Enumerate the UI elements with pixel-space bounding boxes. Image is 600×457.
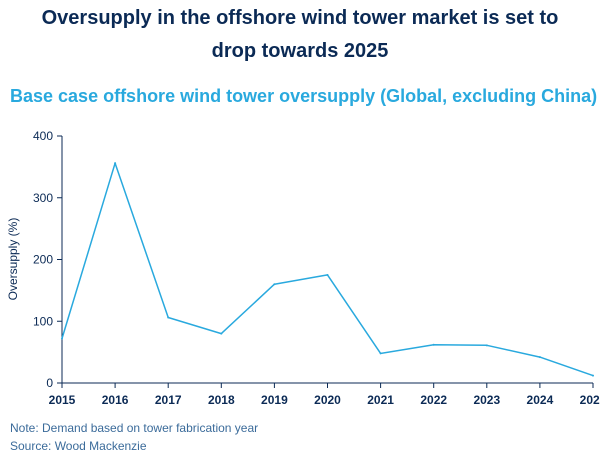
x-tick-label: 2015 <box>49 393 76 407</box>
series-line <box>61 162 594 377</box>
data-point <box>592 374 594 377</box>
source-text: Source: Wood Mackenzie <box>10 439 147 453</box>
x-tick-label: 2020 <box>314 393 341 407</box>
note-text: Note: Demand based on tower fabrication … <box>10 421 259 435</box>
data-point <box>432 343 435 346</box>
x-tick-label: 2024 <box>527 393 554 407</box>
series-group <box>61 162 594 377</box>
data-point <box>61 337 63 340</box>
tick-labels: 0 100 200 300 400 2015 2016 2017 2018 2019 2020 202… <box>33 129 600 407</box>
y-tick-label: 0 <box>46 376 53 390</box>
y-tick-label: 100 <box>33 314 53 328</box>
x-tick-label: 2017 <box>155 393 182 407</box>
data-point <box>220 332 223 335</box>
x-tick-label: 2023 <box>473 393 500 407</box>
chart-title: Oversupply in the offshore wind tower ma… <box>41 7 559 29</box>
chart-subtitle: Base case offshore wind tower oversupply… <box>10 86 598 106</box>
data-point <box>379 352 382 355</box>
x-tick-label: 2018 <box>208 393 235 407</box>
axes <box>57 135 594 388</box>
x-tick-label: 2016 <box>102 393 129 407</box>
y-tick-label: 400 <box>33 129 53 143</box>
y-axis-label: Oversupply (%) <box>6 218 20 301</box>
y-tick-label: 300 <box>33 191 53 205</box>
chart-title-line2: drop towards 2025 <box>211 40 389 62</box>
data-point <box>114 162 117 165</box>
data-point <box>326 273 329 276</box>
data-point <box>273 283 276 286</box>
y-tick-label: 200 <box>33 253 53 267</box>
data-point <box>485 344 488 347</box>
x-tick-label: 2021 <box>367 393 394 407</box>
x-tick-label: 2019 <box>261 393 288 407</box>
data-point <box>538 356 541 359</box>
x-tick-label: 2025 <box>580 393 600 407</box>
data-point <box>167 316 170 319</box>
x-tick-label: 2022 <box>420 393 447 407</box>
